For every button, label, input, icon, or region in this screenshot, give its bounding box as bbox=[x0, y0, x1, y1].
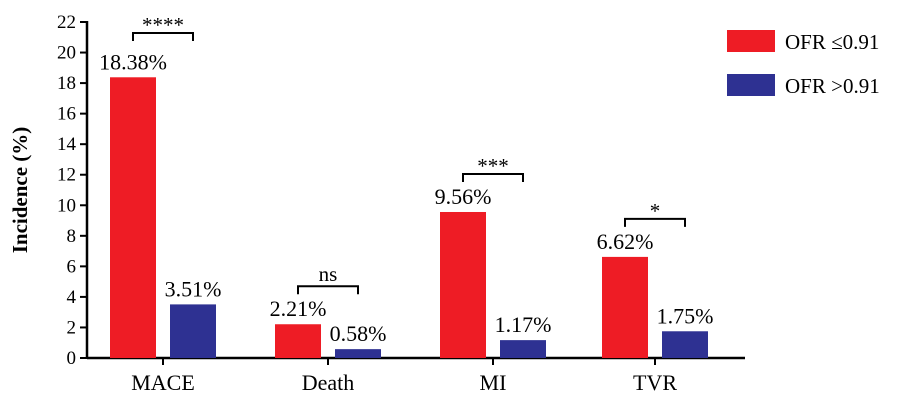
bar bbox=[602, 256, 648, 358]
bar bbox=[500, 340, 546, 358]
bar bbox=[170, 304, 216, 358]
legend-label: OFR >0.91 bbox=[785, 74, 880, 98]
x-tick-label: MI bbox=[480, 370, 507, 395]
data-label: 9.56% bbox=[435, 184, 492, 209]
significance-label: * bbox=[650, 199, 661, 223]
data-label: 1.17% bbox=[495, 312, 552, 337]
y-tick-label: 6 bbox=[67, 256, 77, 277]
y-tick-label: 10 bbox=[57, 195, 76, 216]
legend-label: OFR ≤0.91 bbox=[785, 30, 879, 54]
significance-bracket bbox=[624, 217, 686, 227]
y-tick-label: 14 bbox=[57, 134, 77, 155]
bar bbox=[275, 324, 321, 358]
x-tick-label: TVR bbox=[633, 370, 677, 395]
x-tick-label: MACE bbox=[131, 370, 195, 395]
y-tick-label: 18 bbox=[57, 73, 76, 94]
bar bbox=[335, 349, 381, 358]
x-tick-label: Death bbox=[302, 370, 355, 395]
y-tick-label: 12 bbox=[57, 165, 76, 186]
data-label: 2.21% bbox=[270, 296, 327, 321]
legend-swatch bbox=[727, 74, 775, 96]
legend-swatch bbox=[727, 30, 775, 52]
significance-label: **** bbox=[142, 13, 184, 37]
data-label: 1.75% bbox=[657, 303, 714, 328]
significance-bracket bbox=[462, 172, 524, 182]
y-tick-label: 0 bbox=[67, 348, 77, 369]
y-axis-title: Incidence (%) bbox=[8, 127, 32, 254]
y-tick-label: 16 bbox=[57, 104, 76, 125]
y-tick-label: 22 bbox=[57, 12, 76, 33]
bar bbox=[662, 331, 708, 358]
data-label: 0.58% bbox=[330, 321, 387, 346]
significance-label: ns bbox=[319, 262, 338, 286]
data-label: 6.62% bbox=[597, 229, 654, 254]
y-tick-label: 4 bbox=[67, 287, 77, 308]
y-tick-label: 8 bbox=[67, 226, 77, 247]
significance-bracket bbox=[132, 32, 194, 41]
significance-label: *** bbox=[477, 154, 509, 178]
y-tick-label: 20 bbox=[57, 43, 76, 64]
data-label: 3.51% bbox=[165, 276, 222, 301]
bar bbox=[440, 211, 486, 358]
significance-bracket bbox=[297, 285, 359, 295]
data-label: 18.38% bbox=[99, 49, 167, 74]
bar bbox=[110, 77, 156, 359]
y-tick-label: 2 bbox=[67, 317, 77, 338]
